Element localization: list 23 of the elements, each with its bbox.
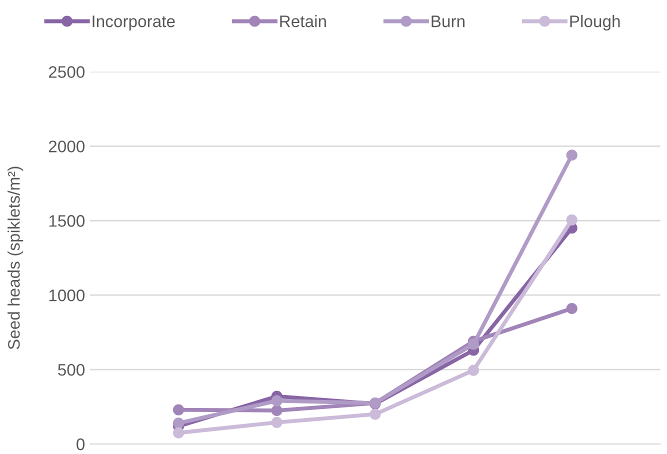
y-tick-label: 2000 — [48, 140, 85, 152]
point — [566, 302, 578, 314]
point — [271, 395, 282, 406]
point — [566, 214, 578, 226]
point — [468, 338, 480, 350]
point — [172, 404, 184, 416]
y-tick-label: 1000 — [49, 290, 85, 302]
legend-label: Burn — [432, 16, 464, 28]
point — [566, 150, 578, 161]
point — [172, 427, 184, 438]
point — [172, 418, 184, 429]
y-tick-label: 1500 — [49, 215, 85, 227]
y-axis-title: Seed heads (spiklets/m²) — [8, 166, 24, 350]
point — [370, 408, 381, 420]
y-tick-label: 500 — [58, 364, 85, 376]
point — [271, 416, 282, 428]
legend-label: Incorporate — [92, 16, 175, 31]
y-tick-label: 0 — [76, 438, 85, 450]
point — [271, 404, 282, 416]
point — [468, 364, 480, 376]
legend-label: Plough — [570, 15, 620, 31]
y-tick-label: 2500 — [48, 66, 85, 78]
legend-label: Retain — [280, 15, 326, 28]
